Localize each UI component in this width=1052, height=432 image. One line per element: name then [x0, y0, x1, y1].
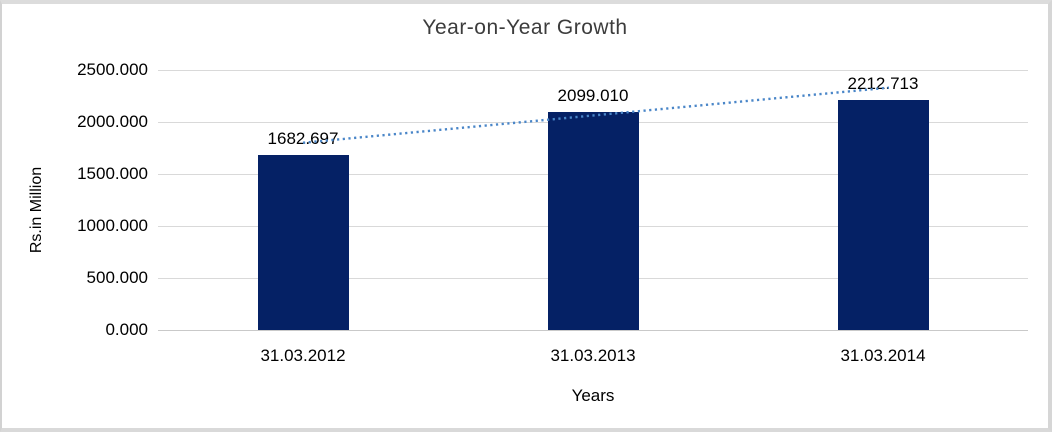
y-tick-label: 1000.000 [77, 216, 148, 235]
y-tick-label: 500.000 [86, 268, 148, 287]
data-label: 1682.697 [267, 128, 339, 148]
x-tick-label: 31.03.2013 [550, 346, 636, 365]
bar-31.03.2013 [547, 111, 639, 330]
trendline [302, 86, 890, 144]
bar-31.03.2012 [257, 155, 349, 330]
chart-title: Year-on-Year Growth [422, 16, 628, 39]
y-tick-label: 2500.000 [77, 60, 148, 79]
plot-area: 2500.000 2000.000 1500.000 1000.000 500.000 0… [77, 60, 1028, 339]
y-tick-label: 2000.000 [77, 112, 148, 131]
bar-31.03.2014 [837, 99, 929, 330]
y-tick-label: 0.000 [105, 320, 148, 339]
gridline [158, 70, 1028, 71]
data-label: 2099.010 [557, 85, 629, 105]
data-label: 2212.713 [847, 73, 919, 93]
x-axis-title: Years [571, 386, 615, 405]
x-tick-label: 31.03.2014 [840, 346, 926, 365]
x-tick-label: 31.03.2012 [260, 346, 346, 365]
x-axis-line [158, 330, 1028, 331]
y-tick-label: 1500.000 [77, 164, 148, 183]
